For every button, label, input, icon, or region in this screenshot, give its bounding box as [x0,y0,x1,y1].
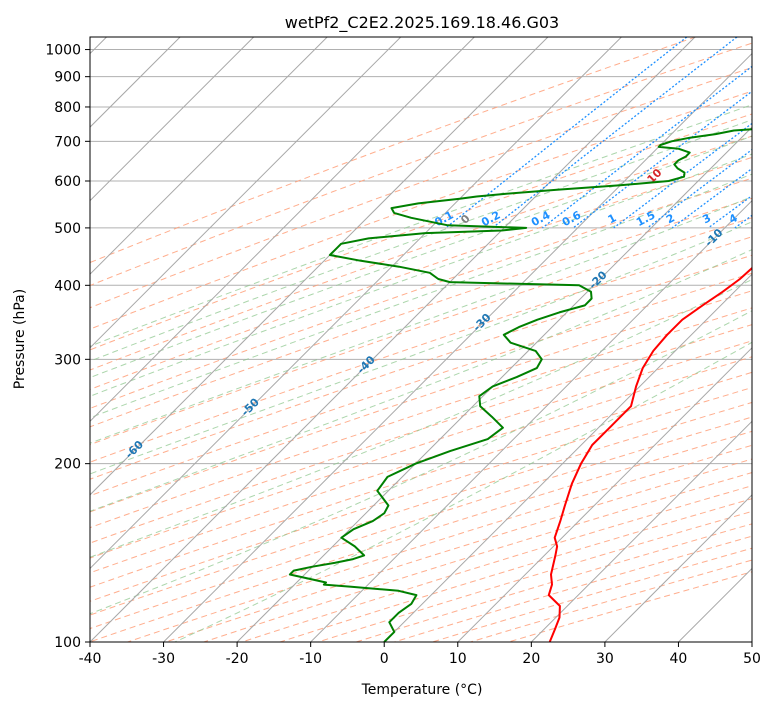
mixing-ratio-label: 1.5 [634,208,657,229]
dry-adiabat-line [90,177,752,409]
y-tick-label: 100 [54,635,81,651]
dry-adiabat-line [90,356,752,574]
isotherm-label: -70 [7,480,30,503]
dry-adiabat-line [90,387,752,602]
dry-adiabat-line [90,401,752,616]
moist-adiabat-line [90,310,752,615]
dry-adiabat-line [90,272,752,497]
isotherm-line [90,37,622,570]
dry-adiabat-line [90,307,752,529]
isotherm-line [310,199,752,642]
profiles [288,128,752,642]
moist-adiabat-line [90,153,752,397]
isotherm-line [457,347,752,642]
isotherm-line [90,37,402,349]
y-tick-label: 700 [54,134,81,150]
dry-adiabat-line [90,66,752,309]
isotherm-label: -50 [239,395,262,418]
isotherm-line [90,37,696,642]
mixing-ratio-line [707,194,752,229]
isotherm-line [90,37,475,423]
y-tick-label: 400 [54,278,81,294]
moist-adiabat-line [90,119,752,362]
dry-adiabat-line [165,458,752,642]
mixing-ratio-label: 6 [766,211,775,226]
x-axis-title: Temperature (°C) [361,682,483,698]
x-tick-label: -40 [79,651,102,667]
isotherm-line [163,52,752,642]
y-tick-label: 200 [54,457,81,473]
isotherm-line [90,37,549,496]
moist-adiabat-line [90,196,752,444]
dewpoint-profile-line [288,128,752,642]
chart-title: wetPf2_C2E2.2025.169.18.46.G03 [285,13,559,33]
isotherm-label: -40 [355,353,378,376]
temperature-profile-line [547,266,752,642]
dry-adiabat-line [90,217,752,446]
mixing-ratio-label: 2 [664,211,677,226]
plot-frame [89,36,753,643]
y-tick-label: 1000 [45,43,81,59]
isotherm-label: -10 [702,226,725,249]
y-tick-label: 900 [54,70,81,86]
x-tick-label: 40 [670,651,688,667]
y-tick-label: 500 [54,221,81,237]
mixing-ratio-line [445,37,688,229]
x-tick-label: -10 [299,651,322,667]
mixing-ratio-line [671,167,752,229]
mixing-ratio-label: 0.4 [529,208,553,229]
dry-adiabat-line [394,535,752,642]
y-tick-label: 300 [54,352,81,368]
isotherm-line [90,37,328,275]
isotherm-line [678,567,752,642]
moist-adiabat-line [90,173,752,419]
isotherm-line [530,420,752,642]
mixing-ratio-label: 3 [700,211,713,226]
x-tick-label: 10 [449,651,467,667]
x-tick-label: -20 [226,651,249,667]
dry-adiabat-line [317,510,752,642]
dry-adiabat-line [90,254,752,480]
mixing-ratio-line [734,214,752,229]
dry-adiabat-line [90,416,752,630]
isotherm-label: -60 [123,438,146,461]
mixing-ratio-line [572,90,752,229]
y-axis-title: Pressure (hPa) [12,289,28,389]
dry-adiabat-line [90,42,752,287]
moist-adiabat-line [174,341,752,642]
background-lines [90,37,752,642]
x-tick-label: -30 [152,651,175,667]
isotherm-line [604,494,752,642]
mixing-ratio-label: 1 [606,211,619,226]
mixing-ratio-line [541,65,752,229]
mixing-ratio-line [613,122,752,229]
dry-adiabat-line [356,523,752,642]
isotherm-label: -30 [470,311,493,334]
isotherm-line [236,126,752,642]
isotherm-line [90,37,255,202]
isotherm-line [383,273,752,642]
x-tick-label: 30 [596,651,614,667]
mixing-ratio-line [492,37,738,229]
y-tick-label: 800 [54,100,81,116]
isotherm-line [751,641,752,642]
dry-adiabat-line [90,197,752,428]
x-tick-label: 0 [380,651,389,667]
x-tick-label: 50 [743,651,761,667]
dry-adiabat-label: 0 [458,212,473,227]
moist-adiabat-line [90,279,752,558]
y-tick-label: 600 [54,174,81,190]
dry-adiabat-line [90,37,696,264]
x-tick-label: 20 [522,651,540,667]
dry-adiabat-line [90,156,752,390]
